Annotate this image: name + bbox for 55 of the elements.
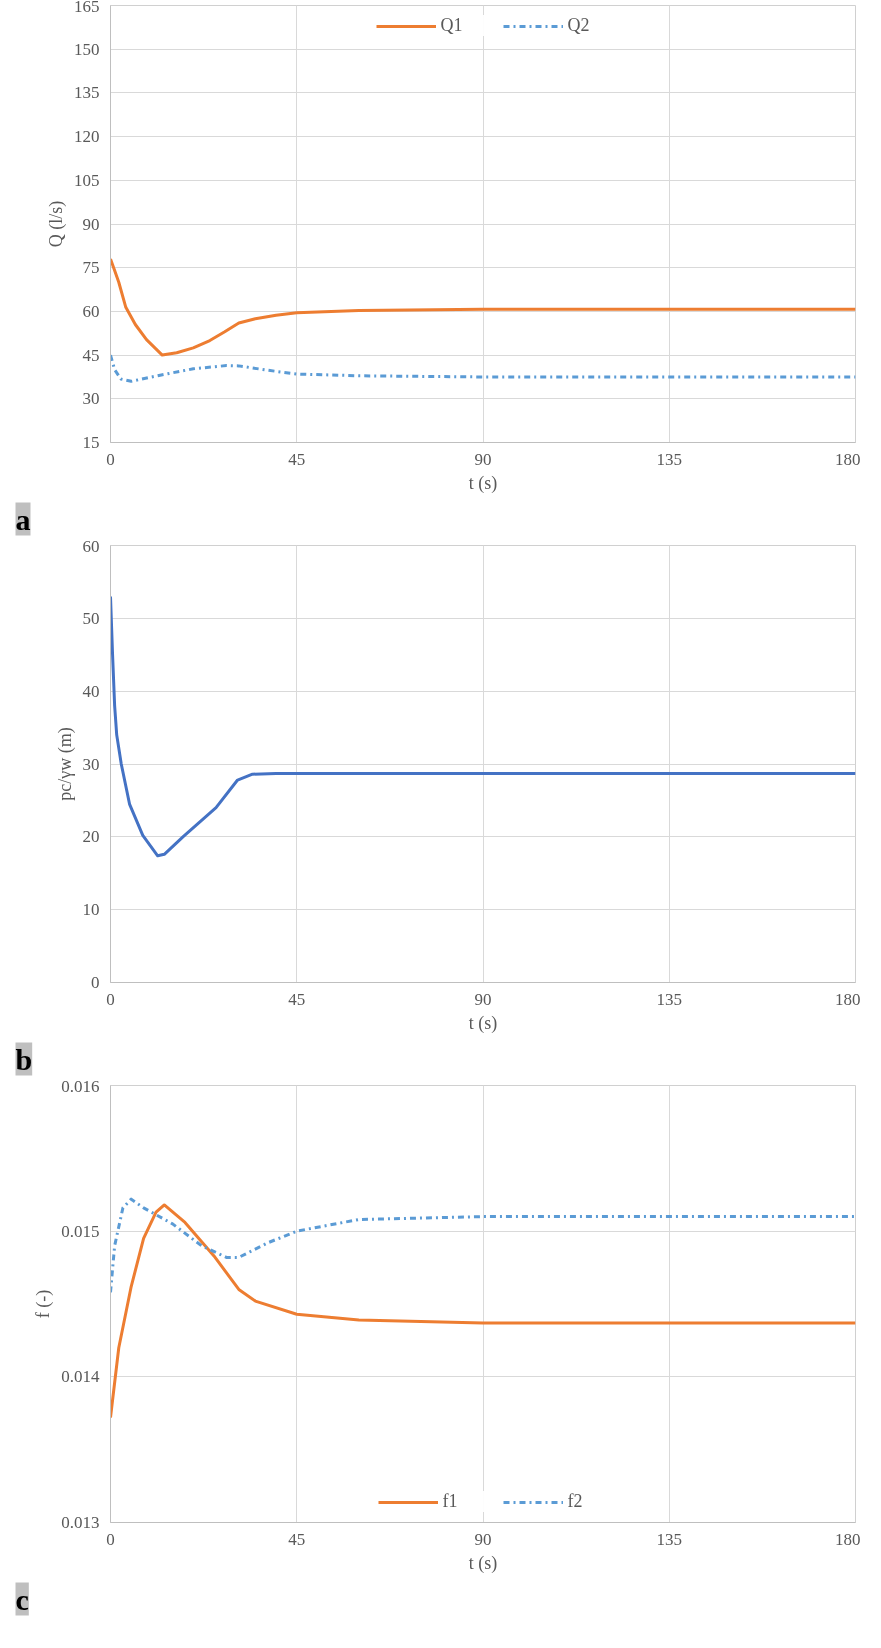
text: b (15, 1042, 33, 1076)
y-tick-label: 30 (82, 389, 100, 409)
x-axis-title: t (s) (468, 1552, 498, 1574)
x-tick-label: 180 (835, 989, 861, 1009)
line-series (110, 1197, 856, 1294)
y-tick-label: 45 (82, 345, 100, 365)
legend-label: Q1 (440, 15, 463, 36)
line-series (110, 594, 856, 858)
x-tick-label: 90 (474, 449, 492, 469)
legend-label: f2 (567, 1491, 584, 1512)
x-tick-label: 45 (288, 1529, 306, 1549)
y-tick-label: 0.014 (61, 1367, 100, 1387)
y-tick-label: 75 (82, 258, 100, 278)
y-tick-label: 40 (82, 681, 100, 701)
x-tick-label: 0 (106, 989, 115, 1009)
y-tick-label: 150 (74, 39, 100, 59)
y-tick-label: 10 (82, 900, 100, 920)
y-tick-label: 0.015 (61, 1221, 100, 1241)
y-tick-label: 15 (82, 433, 100, 452)
x-tick-label: 180 (835, 1529, 861, 1549)
line-series (110, 257, 856, 357)
y-axis-title: pc/γw (m) (54, 727, 76, 801)
legend-label: f1 (442, 1491, 459, 1512)
x-axis-title: t (s) (468, 472, 498, 494)
x-tick-label: 135 (656, 1529, 682, 1549)
y-tick-label: 0.013 (61, 1513, 100, 1532)
x-tick-label: 90 (474, 989, 492, 1009)
x-tick-label: 45 (288, 449, 306, 469)
x-tick-label: 0 (106, 449, 115, 469)
y-tick-label: 20 (82, 827, 100, 847)
y-tick-label: 50 (82, 608, 100, 628)
line-series (110, 1203, 856, 1420)
text: c (15, 1582, 29, 1616)
y-tick-label: 90 (82, 214, 100, 234)
x-tick-label: 135 (656, 449, 682, 469)
y-tick-label: 60 (82, 301, 100, 321)
text: a (15, 502, 31, 536)
x-tick-label: 0 (106, 1529, 115, 1549)
x-tick-label: 135 (656, 989, 682, 1009)
y-axis-title: f (-) (33, 1289, 55, 1319)
y-tick-label: 0 (91, 973, 100, 992)
x-axis-title: t (s) (468, 1012, 498, 1034)
y-axis-title: Q (l/s) (46, 200, 67, 248)
y-tick-label: 60 (82, 536, 100, 556)
legend-label: Q2 (567, 15, 590, 36)
line-series (110, 353, 856, 383)
x-tick-label: 90 (474, 1529, 492, 1549)
x-tick-label: 180 (835, 449, 861, 469)
y-tick-label: 120 (74, 127, 100, 147)
y-tick-label: 30 (82, 754, 100, 774)
x-tick-label: 45 (288, 989, 306, 1009)
y-tick-label: 0.016 (61, 1076, 100, 1096)
y-tick-label: 165 (74, 0, 100, 16)
y-tick-label: 135 (74, 83, 100, 103)
y-tick-label: 105 (74, 170, 100, 190)
